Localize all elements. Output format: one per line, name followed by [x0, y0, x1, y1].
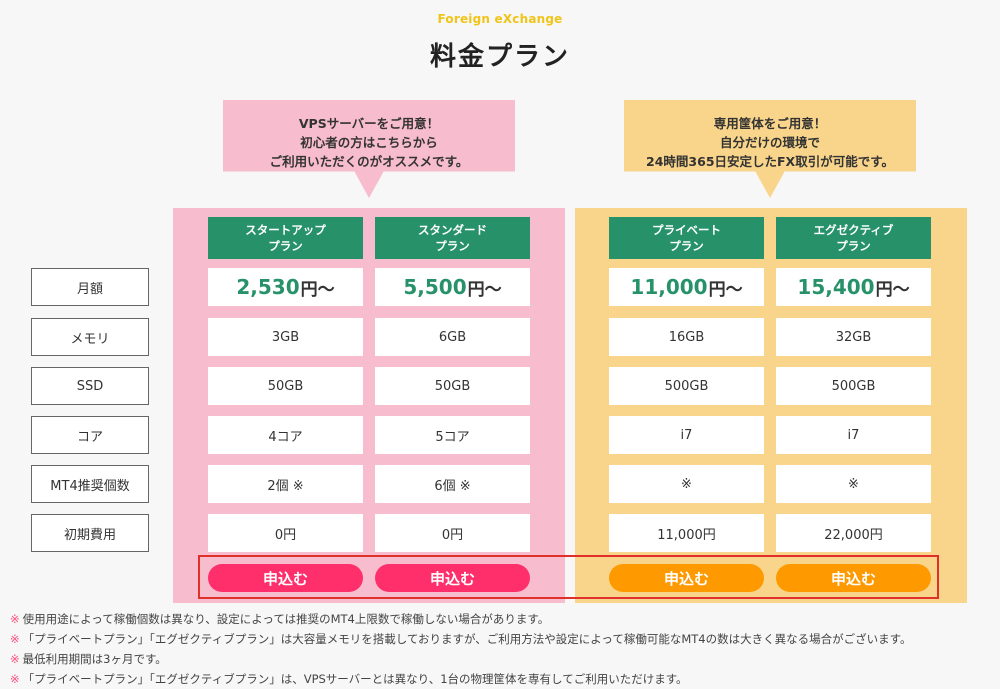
memory-cell: 6GB — [375, 318, 530, 356]
ssd-cell: 50GB — [208, 367, 363, 405]
eyebrow-text: Foreign eXchange — [437, 12, 563, 26]
callout-dedicated: 専用筐体をご用意！ 自分だけの環境で 24時間365日安定したFX取引が可能です… — [624, 100, 916, 198]
plan-name: エグゼクティブ — [813, 223, 894, 237]
footnote: ※ 「プライベートプラン」「エグゼクティブプラン」は、VPSサーバーとは異なり、1… — [10, 669, 995, 689]
plan-header-private: プライベート プラン — [609, 217, 764, 259]
mt4-cell: ※ — [776, 465, 931, 503]
setup-fee-cell: 22,000円 — [776, 514, 931, 552]
row-label-core: コア — [31, 416, 149, 454]
footnote-text: 「プライベートプラン」「エグゼクティブプラン」は、VPSサーバーとは異なり、1台… — [22, 672, 688, 686]
note-mark: ※ — [10, 612, 20, 626]
footnote-text: 「プライベートプラン」「エグゼクティブプラン」は大容量メモリを搭載しておりますが… — [22, 632, 912, 646]
apply-button-startup[interactable]: 申込む — [208, 564, 363, 592]
price-cell: 5,500 円〜 — [375, 268, 530, 306]
callout-dedicated-line: 自分だけの環境で — [719, 135, 820, 150]
setup-fee-cell: 0円 — [375, 514, 530, 552]
plan-name: スタンダード — [418, 223, 487, 237]
callout-dedicated-line: 専用筐体をご用意！ — [713, 116, 827, 131]
ssd-cell: 50GB — [375, 367, 530, 405]
price-value: 11,000 — [630, 275, 708, 299]
setup-fee-cell: 11,000円 — [609, 514, 764, 552]
mt4-cell: 2個 ※ — [208, 465, 363, 503]
row-label-ssd: SSD — [31, 367, 149, 405]
memory-cell: 32GB — [776, 318, 931, 356]
price-unit: 円〜 — [300, 279, 335, 300]
mt4-cell: ※ — [609, 465, 764, 503]
plan-name-suffix: プラン — [836, 239, 871, 253]
plan-header-startup: スタートアップ プラン — [208, 217, 363, 259]
price-value: 2,530 — [236, 275, 300, 299]
memory-cell: 3GB — [208, 318, 363, 356]
plan-name: プライベート — [652, 223, 721, 237]
apply-button-standard[interactable]: 申込む — [375, 564, 530, 592]
page-title: 料金プラン — [429, 42, 570, 72]
ssd-cell: 500GB — [776, 367, 931, 405]
footnotes: ※ 使用用途によって稼働個数は異なり、設定によっては推奨のMT4上限数で稼働しない… — [10, 609, 995, 689]
plan-header-executive: エグゼクティブ プラン — [776, 217, 931, 259]
setup-fee-cell: 0円 — [208, 514, 363, 552]
apply-buttons-highlight — [198, 555, 939, 599]
core-cell: i7 — [776, 416, 931, 454]
price-cell: 2,530 円〜 — [208, 268, 363, 306]
price-cell: 11,000 円〜 — [609, 268, 764, 306]
footnote-text: 使用用途によって稼働個数は異なり、設定によっては推奨のMT4上限数で稼働しない場… — [22, 612, 550, 626]
price-unit: 円〜 — [467, 279, 502, 300]
plan-name: スタートアップ — [245, 223, 326, 237]
callout-vps-line: VPSサーバーをご用意！ — [298, 116, 440, 131]
footnote: ※ 最低利用期間は3ヶ月です。 — [10, 649, 995, 669]
footnote: ※ 「プライベートプラン」「エグゼクティブプラン」は大容量メモリを搭載しております… — [10, 629, 995, 649]
callout-dedicated-line: 24時間365日安定したFX取引が可能です。 — [646, 154, 894, 169]
price-unit: 円〜 — [875, 279, 910, 300]
note-mark: ※ — [10, 652, 20, 666]
row-label-monthly: 月額 — [31, 268, 149, 306]
callout-vps: VPSサーバーをご用意！ 初心者の方はこちらから ご利用いただくのがオススメです… — [223, 100, 515, 198]
price-cell: 15,400 円〜 — [776, 268, 931, 306]
price-unit: 円〜 — [708, 279, 743, 300]
note-mark: ※ — [10, 672, 20, 686]
footnote-text: 最低利用期間は3ヶ月です。 — [22, 652, 167, 666]
row-label-memory: メモリ — [31, 318, 149, 356]
plan-name-suffix: プラン — [435, 239, 470, 253]
apply-button-executive[interactable]: 申込む — [776, 564, 931, 592]
ssd-cell: 500GB — [609, 367, 764, 405]
footnote: ※ 使用用途によって稼働個数は異なり、設定によっては推奨のMT4上限数で稼働しない… — [10, 609, 995, 629]
plan-header-standard: スタンダード プラン — [375, 217, 530, 259]
row-label-setup-fee: 初期費用 — [31, 514, 149, 552]
mt4-cell: 6個 ※ — [375, 465, 530, 503]
core-cell: i7 — [609, 416, 764, 454]
price-value: 5,500 — [403, 275, 467, 299]
callout-vps-line: 初心者の方はこちらから — [300, 135, 438, 150]
core-cell: 4コア — [208, 416, 363, 454]
apply-button-private[interactable]: 申込む — [609, 564, 764, 592]
plan-name-suffix: プラン — [669, 239, 704, 253]
note-mark: ※ — [10, 632, 20, 646]
memory-cell: 16GB — [609, 318, 764, 356]
row-label-mt4: MT4推奨個数 — [31, 465, 149, 503]
price-value: 15,400 — [797, 275, 875, 299]
plan-name-suffix: プラン — [268, 239, 303, 253]
callout-vps-line: ご利用いただくのがオススメです。 — [269, 154, 469, 169]
core-cell: 5コア — [375, 416, 530, 454]
